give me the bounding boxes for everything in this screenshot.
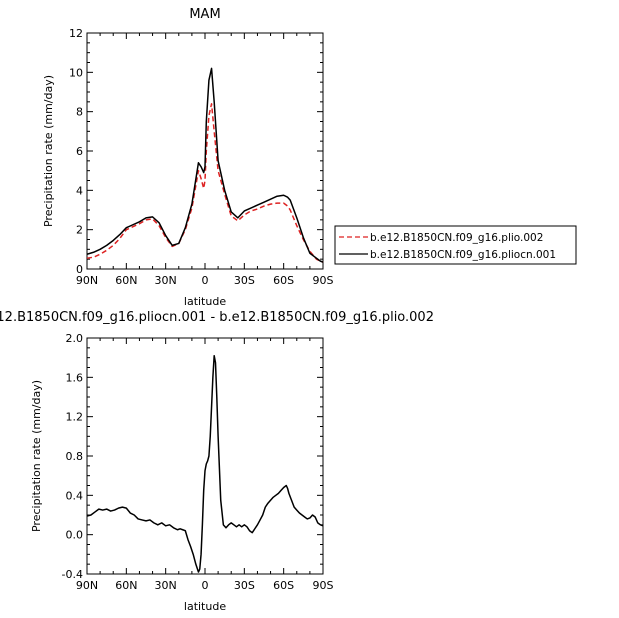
top-y-tick-label: 6 <box>76 145 83 158</box>
top-panel-series <box>86 67 324 263</box>
bottom-y-tick-label: 0.8 <box>66 450 84 463</box>
top-series-line-2 <box>86 67 324 263</box>
top-panel-x-label: latitude <box>184 295 226 308</box>
bottom-panel-series <box>86 354 324 573</box>
bottom-y-tick-label: 0.0 <box>66 529 84 542</box>
top-y-tick-label: 12 <box>69 27 83 40</box>
top-x-tick-label: 30S <box>234 274 255 287</box>
legend-box <box>334 225 577 265</box>
legend-label-plio: b.e12.B1850CN.f09_g16.plio.002 <box>370 232 543 244</box>
top-panel-title: MAM <box>189 7 220 22</box>
bottom-panel-x-ticks: 90N 60N 30N 0 30S 60S 90S <box>76 338 334 592</box>
top-x-tick-label: 60S <box>273 274 294 287</box>
bottom-panel-title: b.e12.B1850CN.f09_g16.pliocn.001 - b.e12… <box>0 310 434 325</box>
top-series-line-1 <box>86 103 324 263</box>
bottom-x-tick-label: 60N <box>115 579 137 592</box>
top-x-tick-label: 0 <box>202 274 209 287</box>
bottom-x-tick-label: 60S <box>273 579 294 592</box>
top-x-tick-label: 60N <box>115 274 137 287</box>
top-y-tick-label: 10 <box>69 66 83 79</box>
bottom-panel-y-ticks: -0.4 0.0 0.4 0.8 1.2 1.6 2.0 <box>62 332 323 581</box>
top-y-tick-label: 0 <box>76 263 83 276</box>
top-y-tick-label: 2 <box>76 224 83 237</box>
top-panel-x-ticks: 90N 60N 30N 0 30S 60S 90S <box>76 33 334 287</box>
bottom-panel: b.e12.B1850CN.f09_g16.pliocn.001 - b.e12… <box>0 310 434 613</box>
top-panel-y-label: Precipitation rate (mm/day) <box>42 75 55 227</box>
legend-label-pliocn: b.e12.B1850CN.f09_g16.pliocn.001 <box>370 249 556 261</box>
top-panel: MAM 0 2 4 6 8 10 12 90N 60N 30N 0 30S 60S 90S latitu… <box>42 7 334 308</box>
bottom-y-tick-label: 0.4 <box>66 489 84 502</box>
top-y-tick-label: 8 <box>76 106 83 119</box>
bottom-panel-y-label: Precipitation rate (mm/day) <box>30 380 43 532</box>
legend: b.e12.B1850CN.f09_g16.plio.002 b.e12.B18… <box>334 225 577 265</box>
bottom-x-tick-label: 30N <box>155 579 177 592</box>
bottom-panel-frame <box>86 337 324 575</box>
bottom-series-line-1 <box>86 354 324 573</box>
bottom-y-tick-label: 1.2 <box>66 411 84 424</box>
top-x-tick-label: 90N <box>76 274 98 287</box>
top-panel-y-ticks: 0 2 4 6 8 10 12 <box>69 27 323 276</box>
bottom-y-tick-label: 1.6 <box>66 371 84 384</box>
bottom-x-tick-label: 90N <box>76 579 98 592</box>
top-x-tick-label: 30N <box>155 274 177 287</box>
bottom-panel-x-label: latitude <box>184 600 226 613</box>
top-x-tick-label: 90S <box>313 274 334 287</box>
bottom-x-tick-label: 0 <box>202 579 209 592</box>
bottom-y-tick-label: 2.0 <box>66 332 84 345</box>
bottom-y-tick-label: -0.4 <box>62 568 83 581</box>
bottom-x-tick-label: 30S <box>234 579 255 592</box>
bottom-x-tick-label: 90S <box>313 579 334 592</box>
top-y-tick-label: 4 <box>76 184 83 197</box>
